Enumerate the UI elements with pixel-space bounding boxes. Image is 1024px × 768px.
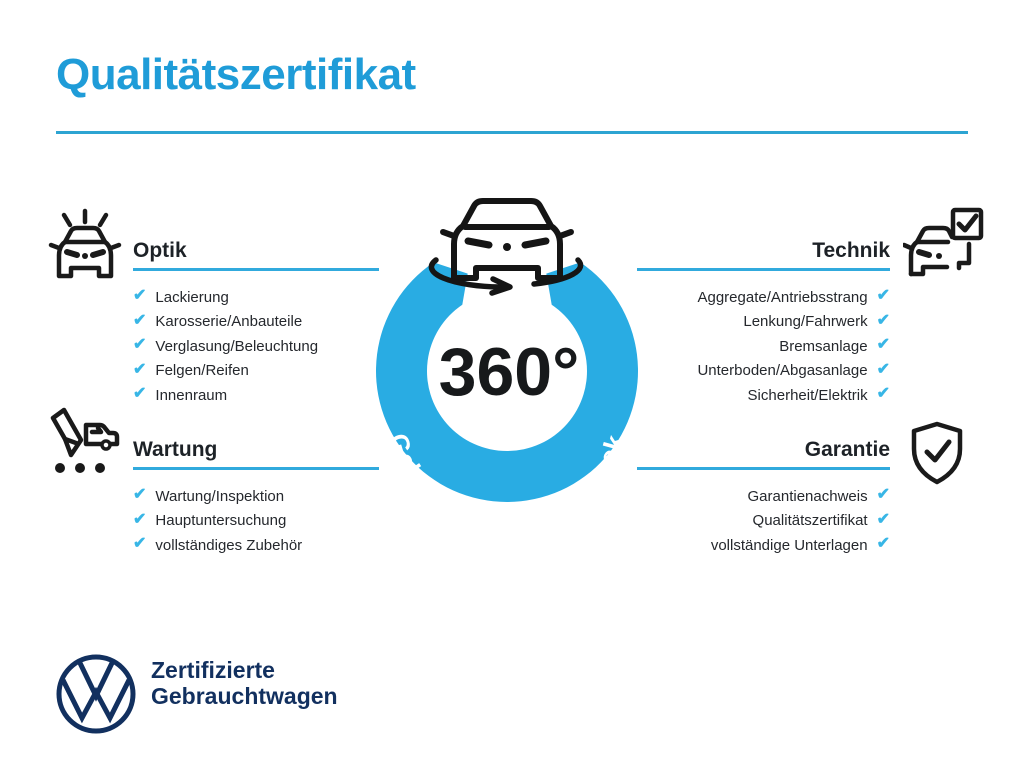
item-label: Aggregate/Antriebsstrang (697, 288, 868, 306)
car-shine-icon (48, 208, 122, 279)
check-icon: ✔ (876, 336, 890, 354)
vw-logo (56, 654, 136, 734)
check-icon: ✔ (133, 486, 147, 504)
check-icon: ✔ (876, 385, 890, 403)
list-item: Unterboden/Abgasanlage ✔ (637, 359, 890, 384)
list-item: ✔ Verglasung/Beleuchtung (133, 334, 379, 359)
check-icon: ✔ (133, 311, 147, 329)
check-icon: ✔ (133, 385, 147, 403)
list-item: Lenkung/Fahrwerk ✔ (637, 310, 890, 335)
check-icon: ✔ (876, 510, 890, 528)
check-icon: ✔ (876, 535, 890, 553)
item-label: Lenkung/Fahrwerk (743, 313, 868, 331)
360-check-badge: Gebrauchtwagen-Check 360° (376, 198, 638, 525)
item-label: Innenraum (155, 386, 228, 404)
check-icon: ✔ (876, 486, 890, 504)
item-label: vollständiges Zubehör (155, 536, 303, 554)
item-label: Lackierung (155, 288, 229, 306)
list-item: ✔ Innenraum (133, 383, 379, 408)
page-title: Qualitätszertifikat (56, 50, 416, 99)
section-optik: Optik ✔ Lackierung ✔ Karosserie/Anbautei… (133, 237, 379, 408)
item-label: Garantienachweis (747, 487, 868, 505)
list-item: ✔ Hauptuntersuchung (133, 509, 379, 534)
list-item: Qualitätszertifikat ✔ (637, 509, 890, 534)
section-wartung-title: Wartung (133, 438, 218, 461)
item-label: Qualitätszertifikat (752, 512, 868, 530)
item-label: Wartung/Inspektion (155, 487, 285, 505)
car-rotate-icon (428, 198, 584, 296)
item-label: Karosserie/Anbauteile (155, 313, 303, 331)
item-label: Verglasung/Beleuchtung (155, 337, 319, 355)
title-divider (56, 131, 968, 134)
list-item: vollständige Unterlagen ✔ (637, 533, 890, 558)
section-optik-divider (133, 268, 379, 271)
list-item: ✔ vollständiges Zubehör (133, 533, 379, 558)
list-item: Sicherheit/Elektrik ✔ (637, 383, 890, 408)
check-icon: ✔ (133, 510, 147, 528)
section-optik-title: Optik (133, 239, 187, 262)
check-icon: ✔ (133, 287, 147, 305)
section-wartung: Wartung ✔ Wartung/Inspektion ✔ Hauptunte… (133, 436, 379, 558)
list-item: ✔ Felgen/Reifen (133, 359, 379, 384)
section-wartung-divider (133, 467, 379, 470)
section-technik-title: Technik (812, 239, 890, 262)
shield-check-icon (911, 421, 963, 485)
item-label: Hauptuntersuchung (155, 512, 287, 530)
item-label: Sicherheit/Elektrik (747, 386, 868, 404)
section-technik: Technik Aggregate/Antriebsstrang ✔ Lenku… (637, 237, 890, 408)
item-label: Unterboden/Abgasanlage (697, 362, 868, 380)
section-garantie: Garantie Garantienachweis ✔ Qualitätszer… (637, 436, 890, 558)
footer-claim: Zertifizierte Gebrauchtwagen (151, 657, 338, 709)
list-item: Garantienachweis ✔ (637, 484, 890, 509)
car-checkbox-icon (903, 207, 984, 277)
pencil-checklist-icon (50, 407, 120, 473)
degrees-label: 360° (439, 334, 580, 410)
item-label: Felgen/Reifen (155, 362, 249, 380)
section-technik-divider (637, 268, 890, 271)
ring-shape (376, 262, 638, 502)
list-item: Bremsanlage ✔ (637, 334, 890, 359)
list-item: ✔ Karosserie/Anbauteile (133, 310, 379, 335)
list-item: ✔ Lackierung (133, 285, 379, 310)
section-garantie-divider (637, 467, 890, 470)
footer-claim-line2: Gebrauchtwagen (151, 682, 338, 709)
item-label: Bremsanlage (779, 337, 868, 355)
check-icon: ✔ (133, 360, 147, 378)
section-garantie-title: Garantie (804, 438, 890, 461)
check-icon: ✔ (133, 336, 147, 354)
list-item: ✔ Wartung/Inspektion (133, 484, 379, 509)
check-icon: ✔ (876, 360, 890, 378)
check-icon: ✔ (133, 535, 147, 553)
item-label: vollständige Unterlagen (710, 536, 868, 554)
list-item: Aggregate/Antriebsstrang ✔ (637, 285, 890, 310)
footer-claim-line1: Zertifizierte (151, 657, 275, 683)
check-icon: ✔ (876, 287, 890, 305)
check-icon: ✔ (876, 311, 890, 329)
